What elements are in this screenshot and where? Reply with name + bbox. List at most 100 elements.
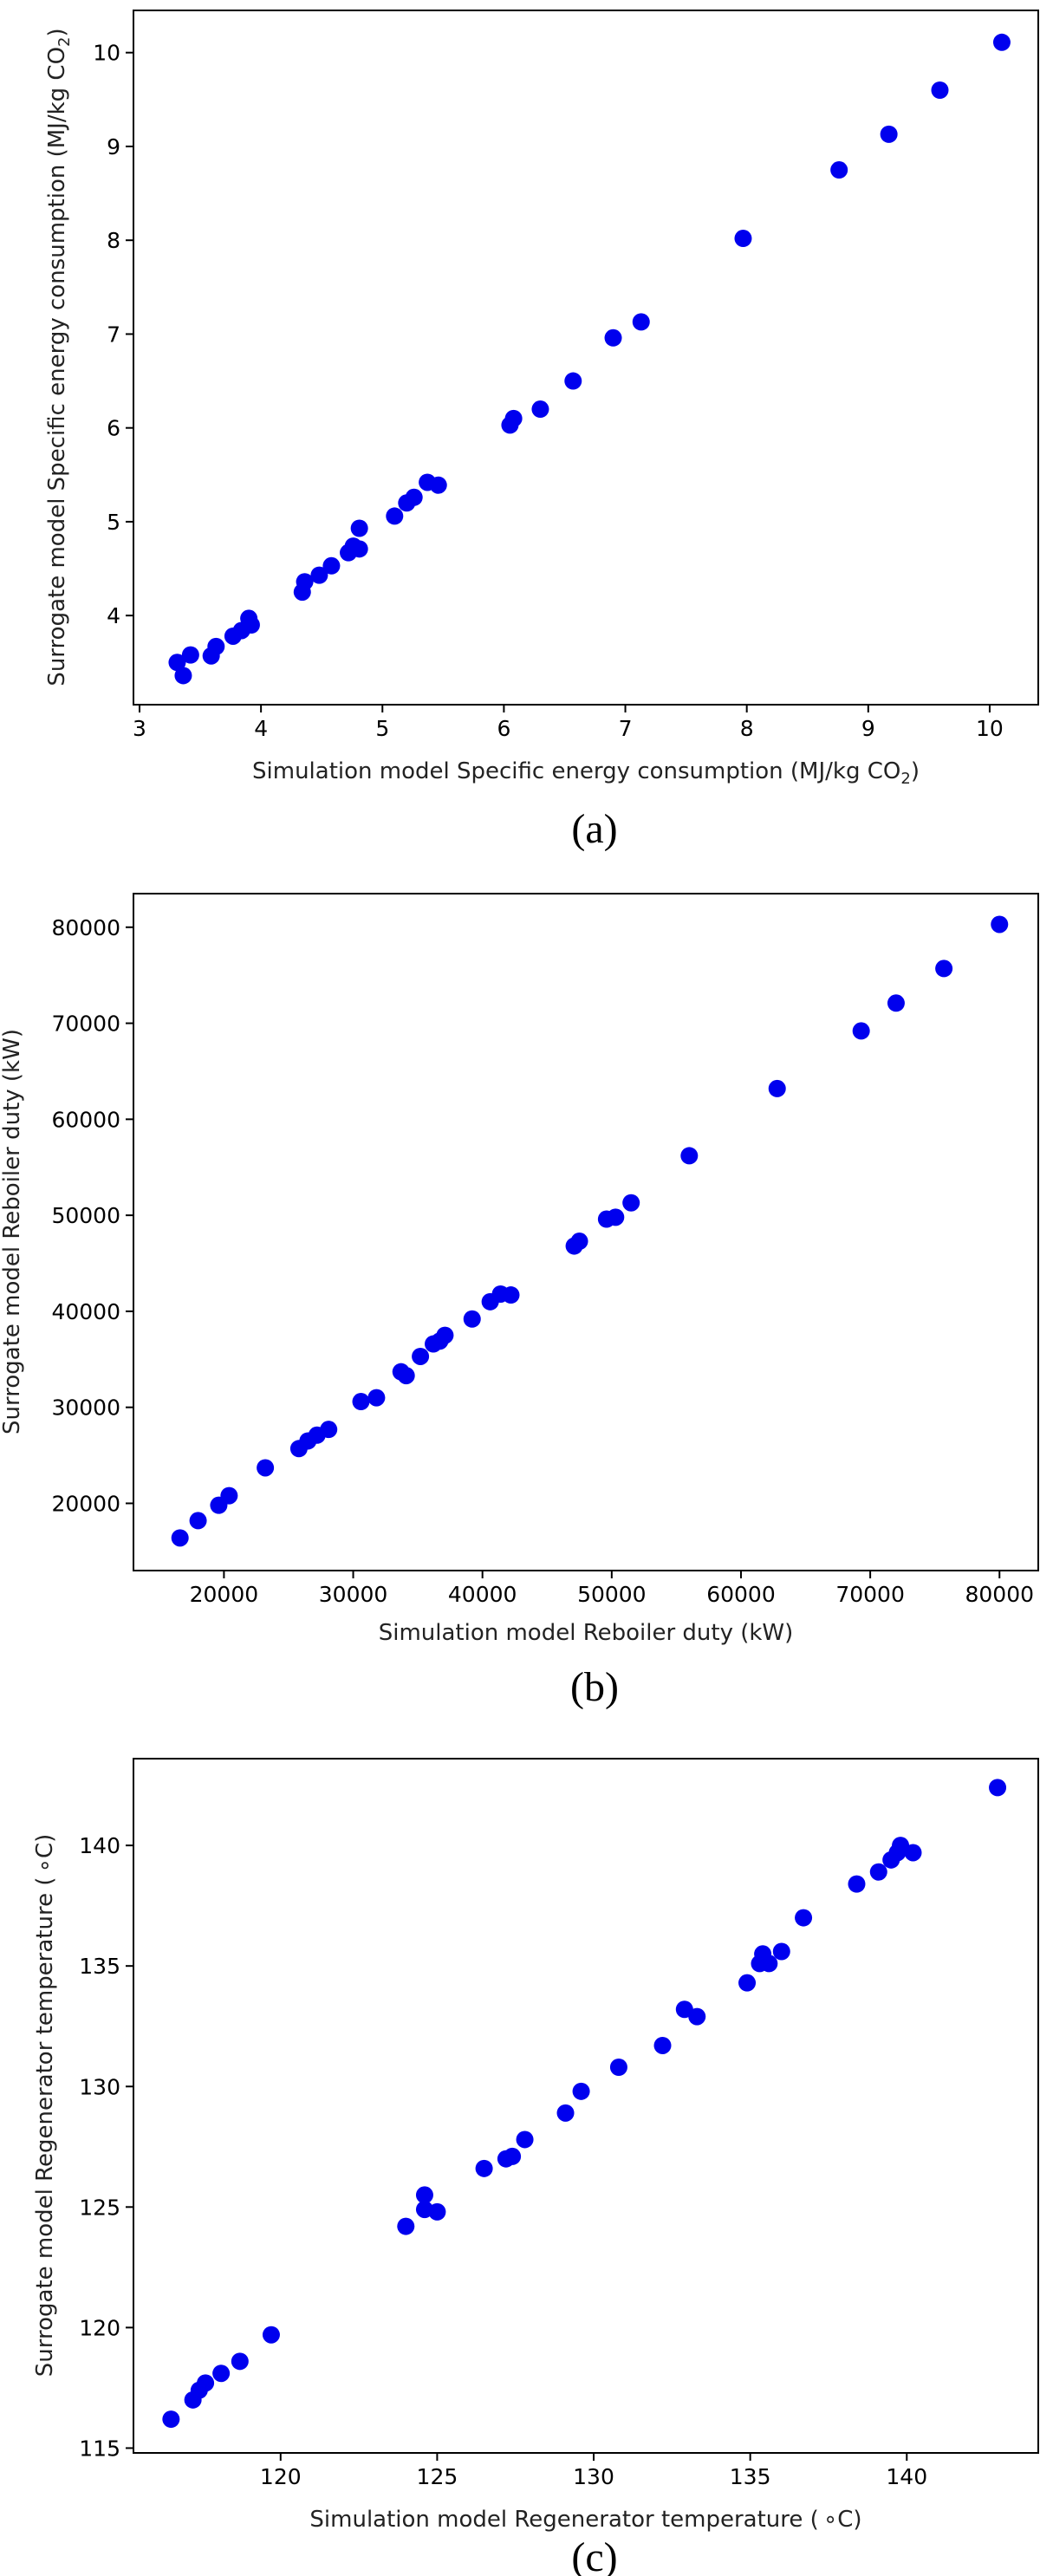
panel-a-caption: (a) [571, 806, 617, 852]
scatter-point [607, 1208, 625, 1226]
scatter-point [772, 1942, 790, 1961]
x-tick-label: 40000 [448, 1582, 517, 1607]
scatter-point [738, 1974, 757, 1992]
panel-b-caption: (b) [570, 1664, 619, 1710]
scatter-point [220, 1486, 238, 1505]
scatter-point [604, 329, 622, 347]
scatter-point [680, 1147, 699, 1165]
scatter-point [869, 1863, 887, 1881]
x-tick-label: 7 [619, 716, 633, 741]
scatter-point [310, 566, 328, 584]
y-tick-label: 8 [107, 228, 120, 253]
scatter-point [463, 1310, 481, 1328]
scatter-point [350, 519, 368, 537]
scatter-point [622, 1194, 640, 1212]
scatter-point [352, 1393, 370, 1411]
scatter-point [428, 2202, 446, 2221]
scatter-point [556, 2104, 575, 2122]
scatter-point [257, 1459, 275, 1477]
y-tick-label: 20000 [51, 1491, 120, 1516]
scatter-point [570, 1233, 588, 1251]
panel-a-y-ticks: 4 5 6 7 8 9 10 [93, 41, 133, 628]
y-tick-label: 125 [79, 2195, 120, 2220]
x-tick-label: 140 [886, 2464, 927, 2489]
scatter-point [174, 667, 192, 685]
scatter-point [991, 915, 1009, 933]
scatter-point [572, 2082, 590, 2100]
scatter-point [397, 2217, 415, 2235]
scatter-point [892, 1837, 910, 1855]
y-tick-label: 50000 [51, 1203, 120, 1228]
scatter-point [322, 556, 341, 575]
scatter-point [504, 409, 523, 427]
scatter-point [852, 1022, 870, 1040]
y-tick-label: 80000 [51, 915, 120, 940]
panel-c: 120 125 130 135 140 115 120 125 130 135 140 Simul… [32, 1758, 1039, 2576]
scatter-point [207, 637, 225, 655]
scatter-point [189, 1512, 207, 1530]
scatter-point [653, 2036, 672, 2054]
scatter-point [405, 488, 423, 506]
y-tick-label: 5 [107, 510, 120, 535]
y-tick-label: 7 [107, 322, 120, 347]
panel-a-y-axis-label: Surrogate model Specific energy consumpt… [44, 28, 74, 686]
panel-a-points [168, 33, 1011, 685]
panel-c-y-axis-label: Surrogate model Regenerator temperature … [32, 1834, 58, 2378]
x-tick-label: 9 [861, 716, 875, 741]
panel-b-y-axis-label: Surrogate model Reboiler duty (kW) [0, 1029, 25, 1434]
scatter-point [296, 573, 314, 591]
panel-b-points [171, 915, 1009, 1547]
x-tick-label: 70000 [835, 1582, 905, 1607]
scatter-point [242, 615, 260, 634]
scatter-point [181, 646, 199, 664]
scatter-point [475, 2159, 493, 2177]
panel-a-x-axis-label: Simulation model Specific energy consump… [252, 758, 920, 788]
y-tick-label: 60000 [51, 1107, 120, 1132]
panel-c-x-axis-label: Simulation model Regenerator temperature… [309, 2507, 861, 2533]
scatter-point [931, 81, 949, 100]
scatter-point [162, 2410, 180, 2429]
scatter-point [212, 2365, 231, 2383]
x-tick-label: 50000 [577, 1582, 647, 1607]
x-tick-label: 80000 [965, 1582, 1034, 1607]
scatter-point [992, 33, 1011, 51]
scatter-point [904, 1844, 922, 1862]
scatter-point [350, 540, 368, 558]
scatter-point [675, 2000, 693, 2019]
x-tick-label: 30000 [319, 1582, 388, 1607]
x-tick-label: 4 [254, 716, 268, 741]
scatter-point [989, 1779, 1007, 1797]
x-tick-label: 125 [417, 2464, 458, 2489]
y-tick-label: 9 [107, 134, 120, 159]
y-tick-label: 135 [79, 1954, 120, 1979]
scatter-point [386, 507, 404, 525]
scatter-point [734, 230, 752, 248]
x-tick-label: 10 [976, 716, 1004, 741]
panel-a-axes-frame [133, 10, 1039, 706]
x-tick-label: 8 [740, 716, 754, 741]
y-tick-label: 10 [93, 41, 120, 66]
y-tick-label: 130 [79, 2074, 120, 2099]
panel-a-x-ticks: 3 4 5 6 7 8 9 10 [133, 705, 1004, 741]
panel-c-caption: (c) [571, 2534, 617, 2576]
panel-b: 20000 30000 40000 50000 60000 70000 80000 2000… [0, 893, 1039, 1710]
scatter-point [397, 1367, 415, 1385]
scatter-point [412, 1347, 430, 1365]
scatter-point [168, 654, 186, 672]
scatter-point [564, 372, 582, 390]
scatter-point [760, 1955, 778, 1973]
x-tick-label: 120 [260, 2464, 302, 2489]
y-tick-label: 140 [79, 1833, 120, 1858]
scatter-point [688, 2007, 706, 2026]
y-tick-label: 30000 [51, 1395, 120, 1421]
scatter-point [609, 2059, 627, 2076]
scatter-point [880, 125, 898, 143]
panel-c-points [162, 1779, 1007, 2429]
scatter-point [231, 2352, 249, 2371]
panel-c-axes-frame [133, 1758, 1039, 2454]
scatter-point [516, 2130, 534, 2149]
y-tick-label: 120 [79, 2315, 120, 2340]
scatter-point [830, 161, 848, 179]
scatter-point [320, 1421, 338, 1439]
